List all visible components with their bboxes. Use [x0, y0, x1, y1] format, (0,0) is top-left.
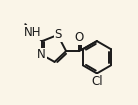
Text: S: S — [55, 28, 62, 41]
Text: O: O — [75, 31, 84, 44]
Text: N: N — [37, 48, 46, 61]
Text: Cl: Cl — [91, 75, 103, 88]
Text: NH: NH — [23, 26, 41, 39]
